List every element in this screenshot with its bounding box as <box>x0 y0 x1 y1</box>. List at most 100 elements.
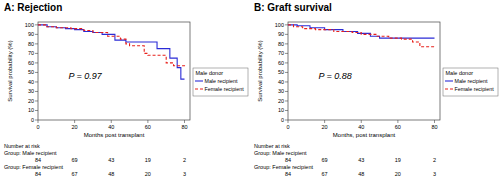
y-tick-label: 20 <box>278 98 284 104</box>
x-tick-label: 80 <box>431 124 437 130</box>
risk-count: 43 <box>358 157 364 163</box>
y-tick <box>285 81 288 82</box>
y-tick <box>35 43 38 44</box>
x-tick-label: 0 <box>286 124 289 130</box>
panel: A: Rejection0102030405060708090100020406… <box>4 2 248 177</box>
x-tick <box>361 120 362 123</box>
y-tick-label: 80 <box>28 41 34 47</box>
survival-curve <box>38 25 185 67</box>
risk-count: 19 <box>395 157 401 163</box>
y-tick <box>285 53 288 54</box>
risk-count: 67 <box>322 171 328 177</box>
x-tick-label: 20 <box>322 124 328 130</box>
y-axis-label: Survival probability (%) <box>7 40 13 101</box>
risk-count: 43 <box>108 157 114 163</box>
survival-curve <box>38 25 185 79</box>
y-tick <box>285 110 288 111</box>
y-tick-label: 30 <box>28 88 34 94</box>
y-tick-label: 40 <box>28 79 34 85</box>
x-tick <box>288 120 289 123</box>
risk-title: Number at risk <box>4 143 40 149</box>
y-tick <box>285 62 288 63</box>
y-tick <box>285 120 288 121</box>
y-tick <box>35 53 38 54</box>
y-tick-label: 100 <box>25 22 34 28</box>
y-tick-label: 0 <box>31 117 34 123</box>
y-tick-label: 60 <box>278 60 284 66</box>
y-axis-label: Survival probability (%) <box>257 40 263 101</box>
y-tick <box>35 72 38 73</box>
y-tick-label: 10 <box>28 107 34 113</box>
survival-curve <box>288 25 435 38</box>
x-tick <box>74 120 75 123</box>
legend-title: Male donor <box>446 70 474 76</box>
plot-area <box>288 25 435 47</box>
y-tick <box>285 72 288 73</box>
p-value: P = 0.97 <box>68 71 102 81</box>
risk-count: 20 <box>395 171 401 177</box>
y-tick <box>35 62 38 63</box>
x-tick <box>38 120 39 123</box>
x-tick <box>324 120 325 123</box>
risk-count: 3 <box>183 171 186 177</box>
y-tick-label: 40 <box>278 79 284 85</box>
x-axis-label: Months, post transplant <box>333 132 396 138</box>
risk-count: 84 <box>35 157 41 163</box>
y-tick-label: 50 <box>28 69 34 75</box>
risk-count: 67 <box>72 171 78 177</box>
chart-title: B: Graft survival <box>254 2 332 13</box>
y-tick-label: 80 <box>278 41 284 47</box>
y-tick <box>35 110 38 111</box>
x-tick-label: 60 <box>395 124 401 130</box>
plot-area <box>38 25 185 79</box>
y-tick <box>35 24 38 25</box>
x-tick-label: 0 <box>36 124 39 130</box>
legend-entry: Male recipient <box>205 78 239 84</box>
legend-entry: Female recipient <box>205 86 245 92</box>
y-tick <box>35 81 38 82</box>
y-tick <box>285 43 288 44</box>
legend-box <box>193 68 248 96</box>
legend-entry: Female recipient <box>455 86 495 92</box>
y-tick-label: 70 <box>278 50 284 56</box>
risk-count: 19 <box>145 157 151 163</box>
legend-box <box>443 68 498 96</box>
legend-swatch <box>195 80 203 81</box>
x-tick <box>111 120 112 123</box>
survival-curve <box>288 25 435 47</box>
y-tick-label: 0 <box>281 117 284 123</box>
y-tick <box>285 91 288 92</box>
risk-group-label: Group: Male recipient <box>4 150 57 156</box>
y-tick <box>35 120 38 121</box>
y-tick-label: 90 <box>28 31 34 37</box>
risk-group-label: Group: Female recipient <box>254 164 313 170</box>
y-tick <box>285 24 288 25</box>
x-tick-label: 40 <box>108 124 114 130</box>
x-tick-label: 60 <box>145 124 151 130</box>
risk-count: 48 <box>358 171 364 177</box>
x-tick <box>434 120 435 123</box>
legend-title: Male donor <box>196 70 224 76</box>
x-tick-label: 20 <box>72 124 78 130</box>
y-tick <box>285 34 288 35</box>
y-tick-label: 90 <box>278 31 284 37</box>
y-tick-label: 30 <box>278 88 284 94</box>
risk-count: 3 <box>433 171 436 177</box>
x-tick <box>397 120 398 123</box>
y-tick-label: 100 <box>275 22 284 28</box>
risk-count: 69 <box>72 157 78 163</box>
risk-title: Number at risk <box>254 143 290 149</box>
legend-swatch <box>195 88 203 89</box>
risk-count: 2 <box>433 157 436 163</box>
x-axis-label: Months post transplant <box>84 132 145 138</box>
y-tick <box>35 91 38 92</box>
risk-count: 84 <box>285 171 291 177</box>
y-tick-label: 70 <box>28 50 34 56</box>
y-tick-label: 10 <box>278 107 284 113</box>
chart-title: A: Rejection <box>4 2 62 13</box>
plot-frame <box>38 22 190 120</box>
y-tick-label: 50 <box>278 69 284 75</box>
legend-swatch <box>445 88 453 89</box>
x-tick-label: 80 <box>181 124 187 130</box>
risk-group-label: Group: Male recipient <box>254 150 307 156</box>
